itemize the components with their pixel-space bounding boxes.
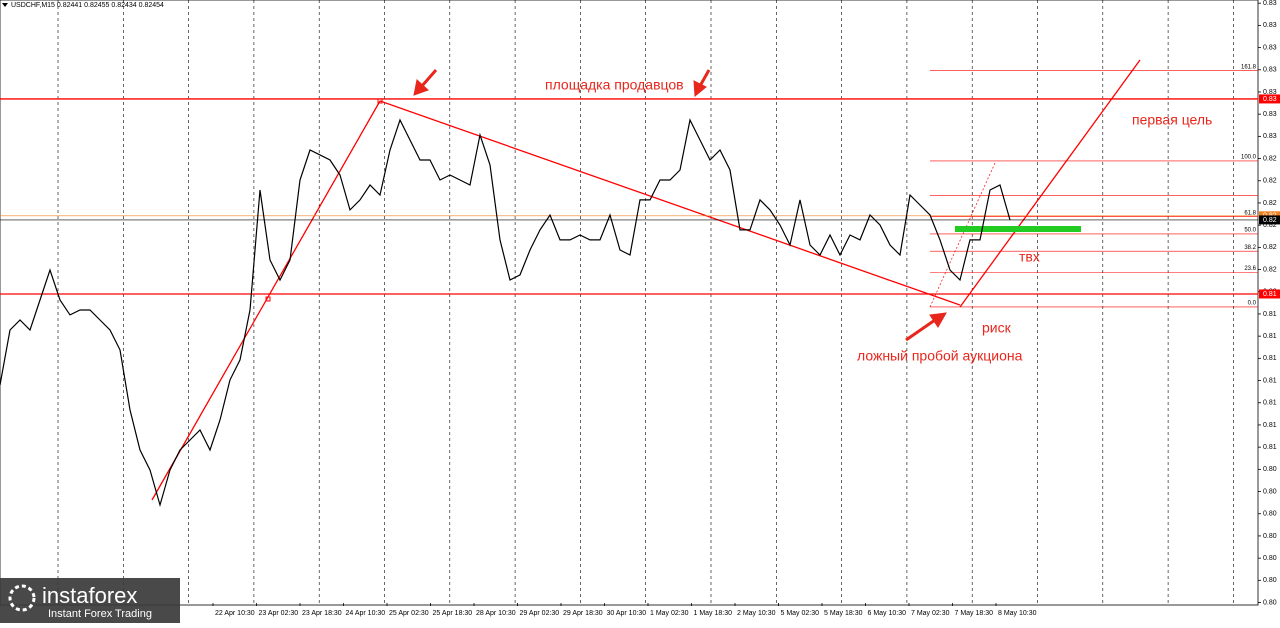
- y-tick-label: 0.81: [1263, 444, 1277, 451]
- fib-label: 161.8: [1241, 64, 1257, 70]
- price-tag-label: 0.82: [1263, 217, 1277, 224]
- y-tick-label: 0.80: [1263, 577, 1277, 584]
- price-line: [0, 118, 1011, 508]
- y-tick-label: 0.83: [1263, 89, 1277, 96]
- arrows: [413, 69, 947, 342]
- logo: [8, 584, 36, 612]
- y-tick-label: 0.80: [1263, 599, 1277, 606]
- annotation: ложный пробой аукциона: [857, 348, 1023, 364]
- x-tick-label: 29 Apr 18:30: [563, 610, 603, 617]
- time-grid: [57, 0, 1234, 603]
- arrow-head: [413, 79, 429, 96]
- fib-label: 38.2: [1244, 245, 1256, 251]
- y-tick-label: 0.81: [1263, 311, 1277, 318]
- arrow-head: [693, 80, 707, 98]
- trend-line: [959, 59, 1141, 308]
- y-tick-label: 0.80: [1263, 488, 1277, 495]
- entry-zone: [955, 226, 1081, 232]
- y-tick-label: 0.83: [1263, 67, 1277, 74]
- x-tick-label: 23 Apr 02:30: [259, 610, 299, 617]
- x-tick-label: 24 Apr 10:30: [346, 610, 386, 617]
- fib-label: 100.0: [1241, 155, 1257, 161]
- x-tick-label: 25 Apr 18:30: [433, 610, 473, 617]
- chart-title: USDCHF,M15 0.82441 0.82455 0.82434 0.824…: [11, 2, 164, 9]
- trend-line: [379, 100, 961, 306]
- y-tick-label: 0.83: [1263, 22, 1277, 29]
- y-tick-label: 0.82: [1263, 178, 1277, 185]
- fib-label: 50.0: [1244, 228, 1256, 234]
- anchor: [265, 296, 271, 302]
- watermark: instaforex Instant Forex Trading: [0, 578, 180, 623]
- x-tick-label: 28 Apr 10:30: [476, 610, 516, 617]
- y-tick-label: 0.81: [1263, 377, 1277, 384]
- y-tick-label: 0.82: [1263, 222, 1277, 229]
- arrow: [905, 318, 936, 342]
- y-tick-label: 0.83: [1263, 44, 1277, 51]
- y-tick-label: 0.81: [1263, 355, 1277, 362]
- y-tick-label: 0.82: [1263, 266, 1277, 273]
- y-tick-label: 0.83: [1263, 0, 1277, 7]
- x-tick-label: 1 May 18:30: [694, 610, 733, 617]
- x-tick-label: 5 May 18:30: [824, 610, 863, 617]
- annotation: площадка продавцов: [545, 77, 684, 93]
- y-tick-label: 0.83: [1263, 111, 1277, 118]
- x-tick-label: 5 May 02:30: [781, 610, 820, 617]
- x-tick-label: 6 May 10:30: [868, 610, 907, 617]
- x-tick-label: 22 Apr 10:30: [215, 610, 255, 617]
- annotation: твх: [1019, 249, 1040, 265]
- arrow-head: [929, 312, 947, 328]
- x-tick-label: 7 May 02:30: [911, 610, 950, 617]
- x-tick-label: 7 May 18:30: [955, 610, 994, 617]
- annotation: первая цель: [1132, 112, 1212, 128]
- plot-frame: [0, 0, 1259, 606]
- x-tick-label: 30 Apr 10:30: [607, 610, 647, 617]
- y-tick-label: 0.81: [1263, 422, 1277, 429]
- price-tag: [1259, 215, 1280, 225]
- annotation: риск: [982, 320, 1012, 336]
- y-tick-label: 0.82: [1263, 244, 1277, 251]
- x-tick-label: 29 Apr 02:30: [520, 610, 560, 617]
- fib-label: 0.0: [1248, 301, 1257, 307]
- menu-triangle: [2, 3, 8, 7]
- price-tag: [1259, 94, 1280, 104]
- y-tick-label: 0.82: [1263, 155, 1277, 162]
- x-tick-label: 8 May 10:30: [998, 610, 1037, 617]
- y-tick-label: 0.82: [1263, 200, 1277, 207]
- fib-label: 61.8: [1244, 210, 1256, 216]
- arrow: [420, 69, 438, 87]
- brand: instaforex: [42, 583, 137, 608]
- y-tick-label: 0.81: [1263, 333, 1277, 340]
- y-tick-label: 0.80: [1263, 533, 1277, 540]
- price-tag-label: 0.81: [1263, 291, 1277, 298]
- y-tick-label: 0.80: [1263, 511, 1277, 518]
- y-tick-label: 0.80: [1263, 555, 1277, 562]
- y-tick-label: 0.80: [1263, 466, 1277, 473]
- trend-lines: [151, 59, 1141, 501]
- arrow: [698, 69, 711, 87]
- x-tick-label: 1 May 02:30: [650, 610, 689, 617]
- x-tick-label: 2 May 10:30: [737, 610, 776, 617]
- tagline: Instant Forex Trading: [48, 608, 152, 620]
- price-tag-label: 0.83: [1263, 96, 1277, 103]
- watermark-bg: [0, 578, 180, 623]
- y-tick-label: 0.83: [1263, 133, 1277, 140]
- x-tick-label: 23 Apr 18:30: [302, 610, 342, 617]
- y-tick-label: 0.81: [1263, 400, 1277, 407]
- x-tick-label: 25 Apr 02:30: [389, 610, 429, 617]
- price-tag: [1259, 289, 1280, 299]
- fib-label: 23.6: [1244, 266, 1256, 272]
